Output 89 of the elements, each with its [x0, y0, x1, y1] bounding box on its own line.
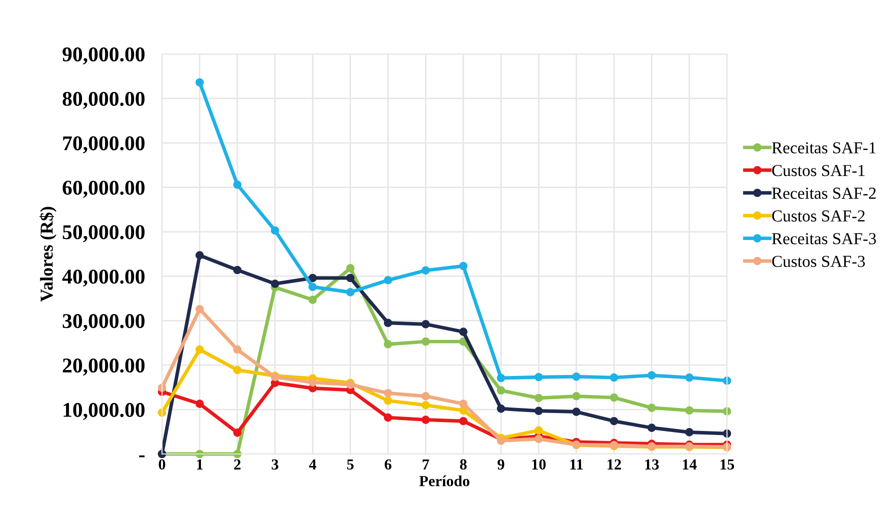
legend-label: Receitas SAF-2 — [772, 188, 876, 199]
point — [572, 392, 580, 400]
point — [233, 180, 242, 189]
point — [270, 226, 280, 235]
point — [459, 262, 468, 270]
legend-label: Custos SAF-3 — [772, 256, 865, 268]
point — [422, 392, 430, 400]
point — [685, 373, 694, 382]
point — [534, 406, 543, 416]
x-tick-label: 6 — [384, 459, 392, 470]
point — [233, 428, 242, 437]
point — [346, 264, 354, 272]
y-tick-label: - — [139, 455, 145, 458]
point — [270, 280, 280, 288]
point — [610, 416, 618, 426]
x-tick-label: 2 — [234, 459, 240, 470]
point — [685, 406, 694, 415]
point — [308, 282, 317, 292]
x-tick-label: 11 — [570, 459, 583, 470]
point — [496, 386, 506, 395]
point — [384, 396, 392, 405]
point — [572, 372, 580, 381]
x-tick-label: 0 — [158, 459, 166, 470]
point — [422, 320, 430, 328]
y-tick-label: 20,000.00 — [62, 358, 145, 376]
point — [308, 274, 317, 282]
legend-label: Receitas SAF-1 — [772, 142, 876, 154]
point — [346, 288, 354, 296]
y-tick-label: 50,000.00 — [62, 225, 145, 242]
point — [610, 393, 618, 402]
legend-label: Custos SAF-1 — [772, 164, 864, 176]
point — [648, 371, 656, 380]
point — [534, 372, 543, 382]
legend-label: Receitas SAF-3 — [772, 233, 876, 244]
point — [196, 251, 204, 260]
y-axis-title: Valores (R$) — [40, 206, 56, 302]
point — [422, 266, 430, 275]
y-tick-label: 10,000.00 — [64, 402, 145, 420]
point — [459, 400, 468, 408]
point — [233, 266, 242, 274]
y-tick-label: 60,000.00 — [62, 180, 145, 198]
x-tick-label: 1 — [197, 459, 203, 470]
point — [196, 345, 204, 354]
point — [384, 276, 392, 284]
y-tick-label: 90,000.00 — [62, 47, 145, 64]
point — [196, 78, 204, 87]
point — [534, 434, 543, 444]
x-tick-label: 4 — [309, 459, 316, 470]
y-tick-label: 70,000.00 — [63, 136, 145, 154]
point — [685, 428, 694, 436]
x-tick-label: 5 — [347, 459, 354, 470]
x-tick-label: 15 — [720, 459, 734, 470]
point — [422, 416, 430, 424]
x-tick-label: 3 — [272, 459, 278, 470]
point — [384, 413, 392, 422]
point — [233, 345, 242, 354]
point — [648, 424, 656, 432]
point — [610, 373, 618, 382]
point — [496, 404, 506, 413]
x-tick-label: 10 — [532, 459, 546, 470]
x-tick-label: 14 — [682, 459, 697, 470]
point — [196, 400, 204, 408]
point — [233, 366, 242, 374]
point — [496, 374, 506, 382]
point — [422, 337, 430, 346]
point — [196, 304, 204, 314]
point — [572, 408, 580, 416]
y-tick-label: 40,000.00 — [62, 270, 145, 287]
point — [308, 296, 317, 304]
point — [648, 404, 656, 412]
point — [534, 394, 543, 402]
x-tick-label: 7 — [422, 459, 430, 470]
point — [534, 426, 543, 435]
point — [384, 388, 392, 398]
x-tick-label: 8 — [460, 459, 467, 470]
point — [459, 416, 468, 426]
point — [346, 274, 354, 282]
point — [422, 400, 430, 410]
point — [384, 318, 392, 328]
point — [308, 378, 317, 387]
x-tick-label: 13 — [645, 459, 659, 470]
x-axis-title: Período — [419, 475, 470, 486]
x-tick-label: 12 — [608, 459, 621, 470]
point — [384, 340, 392, 348]
point — [459, 328, 468, 336]
y-tick-label: 30,000.00 — [62, 314, 145, 332]
legend-label: Custos SAF-2 — [772, 210, 865, 222]
y-tick-label: 80,000.00 — [62, 92, 145, 109]
x-tick-label: 9 — [498, 459, 504, 470]
